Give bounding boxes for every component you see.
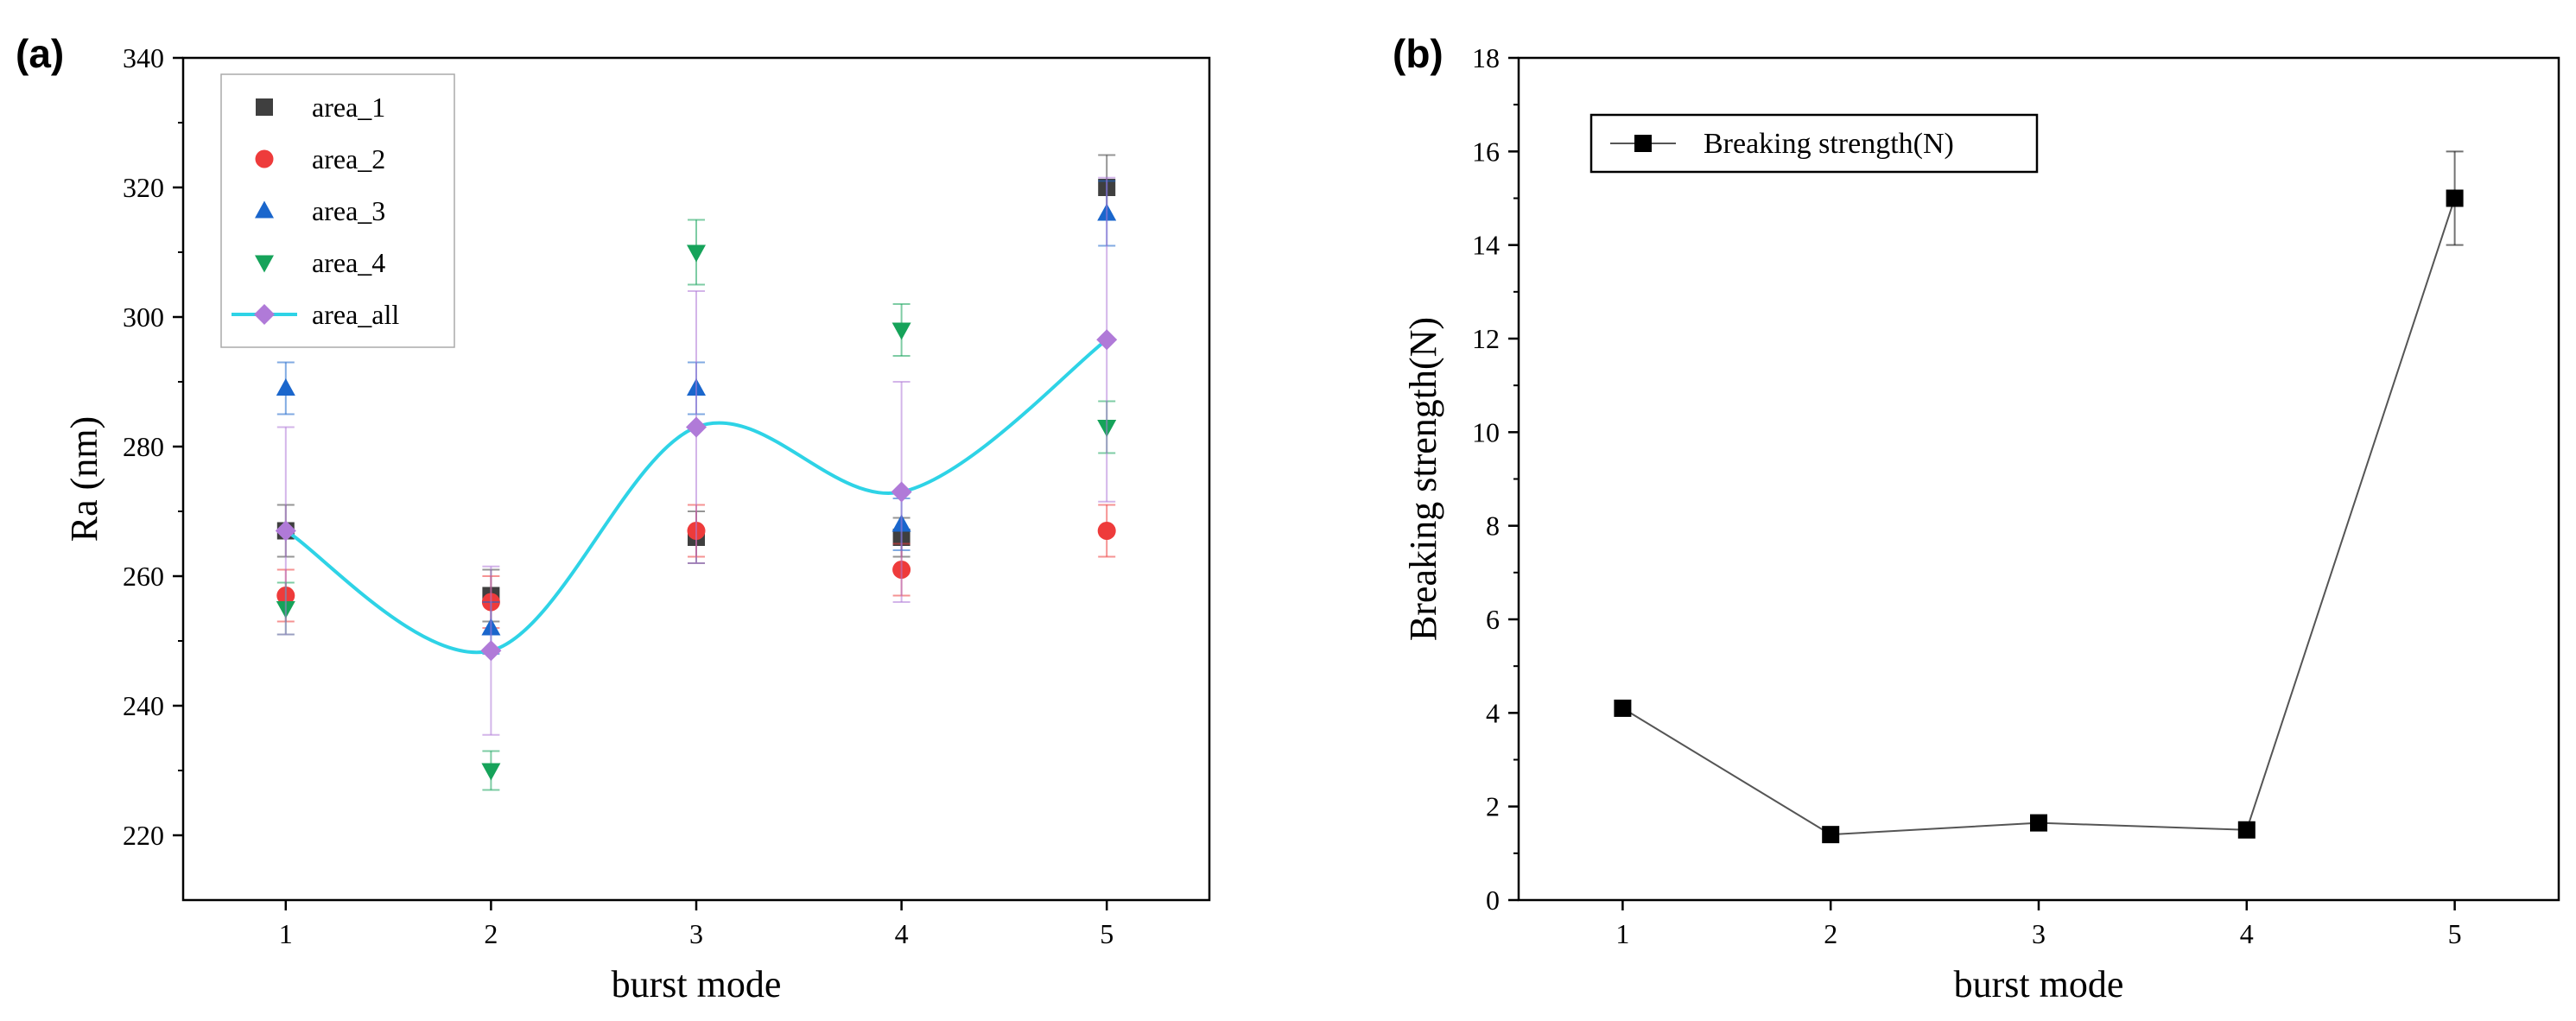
y-tick-label: 260 — [123, 561, 164, 592]
x-axis-title: burst mode — [1954, 963, 2124, 1005]
y-tick-label: 320 — [123, 172, 164, 203]
y-tick-label: 340 — [123, 42, 164, 73]
series-area-all — [275, 176, 1118, 736]
series-line — [1621, 198, 2456, 836]
legend: area_1 area_2 area_3 area_4 area_all — [220, 73, 455, 348]
data-point — [891, 322, 911, 340]
legend-label: area_4 — [312, 247, 385, 278]
legend-label: area_1 — [312, 92, 385, 123]
y-tick-label: 16 — [1472, 136, 1500, 167]
x-tick-label: 1 — [1615, 918, 1629, 949]
legend-label: area_3 — [312, 195, 385, 226]
x-tick-label: 3 — [689, 918, 703, 949]
x-tick-label: 3 — [2032, 918, 2046, 949]
y-tick-label: 14 — [1472, 230, 1500, 261]
data-point — [1096, 329, 1118, 351]
data-point — [275, 520, 296, 542]
legend-label: area_2 — [312, 143, 385, 174]
data-point — [1097, 522, 1116, 540]
x-tick-label: 2 — [1824, 918, 1837, 949]
y-tick-label: 8 — [1486, 510, 1500, 542]
x-tick-label: 5 — [1100, 918, 1114, 949]
legend-marker — [255, 255, 274, 273]
y-tick-label: 240 — [123, 690, 164, 721]
data-point — [686, 416, 707, 438]
legend-marker — [255, 149, 274, 168]
y-tick-label: 2 — [1486, 791, 1500, 822]
x-tick-label: 4 — [2240, 918, 2254, 949]
x-tick-label: 4 — [895, 918, 909, 949]
legend-label: area_all — [312, 299, 399, 330]
data-point — [2237, 821, 2256, 839]
y-tick-label: 0 — [1486, 885, 1500, 916]
legend-marker — [1634, 135, 1652, 152]
legend-marker — [256, 98, 273, 116]
data-point — [276, 378, 295, 396]
data-point — [1822, 826, 1840, 844]
y-axis-title: Ra (nm) — [63, 416, 105, 542]
legend-label: Breaking strength(N) — [1704, 128, 1954, 160]
panel-label: (a) — [16, 31, 64, 76]
x-tick-label: 2 — [484, 918, 498, 949]
legend-marker — [254, 304, 275, 325]
y-tick-label: 10 — [1472, 416, 1500, 447]
y-tick-label: 300 — [123, 301, 164, 333]
legend-marker — [255, 200, 274, 219]
y-tick-label: 12 — [1472, 323, 1500, 354]
data-point — [1614, 699, 1632, 717]
x-tick-label: 5 — [2448, 918, 2462, 949]
y-axis-title: Breaking strength(N) — [1402, 317, 1444, 641]
legend: Breaking strength(N) — [1589, 113, 2039, 174]
data-point — [481, 763, 501, 781]
data-point — [2030, 814, 2047, 832]
data-point — [891, 481, 912, 503]
x-tick-label: 1 — [279, 918, 293, 949]
data-point — [480, 640, 502, 662]
data-point — [687, 244, 706, 263]
x-axis-title: burst mode — [612, 963, 782, 1005]
chart-a: (a) 1 2 3 4 5 220 240 260 280 300 320 340 burst mode R… — [16, 31, 1211, 1005]
plot-frame — [1517, 56, 2560, 902]
panel-label: (b) — [1393, 31, 1443, 76]
y-tick-label: 280 — [123, 431, 164, 462]
y-tick-label: 6 — [1486, 604, 1500, 635]
y-tick-label: 18 — [1472, 42, 1500, 73]
y-tick-label: 220 — [123, 820, 164, 851]
data-point — [2446, 189, 2464, 207]
series-breaking-strength-n- — [1614, 150, 2464, 844]
y-tick-label: 4 — [1486, 697, 1500, 728]
